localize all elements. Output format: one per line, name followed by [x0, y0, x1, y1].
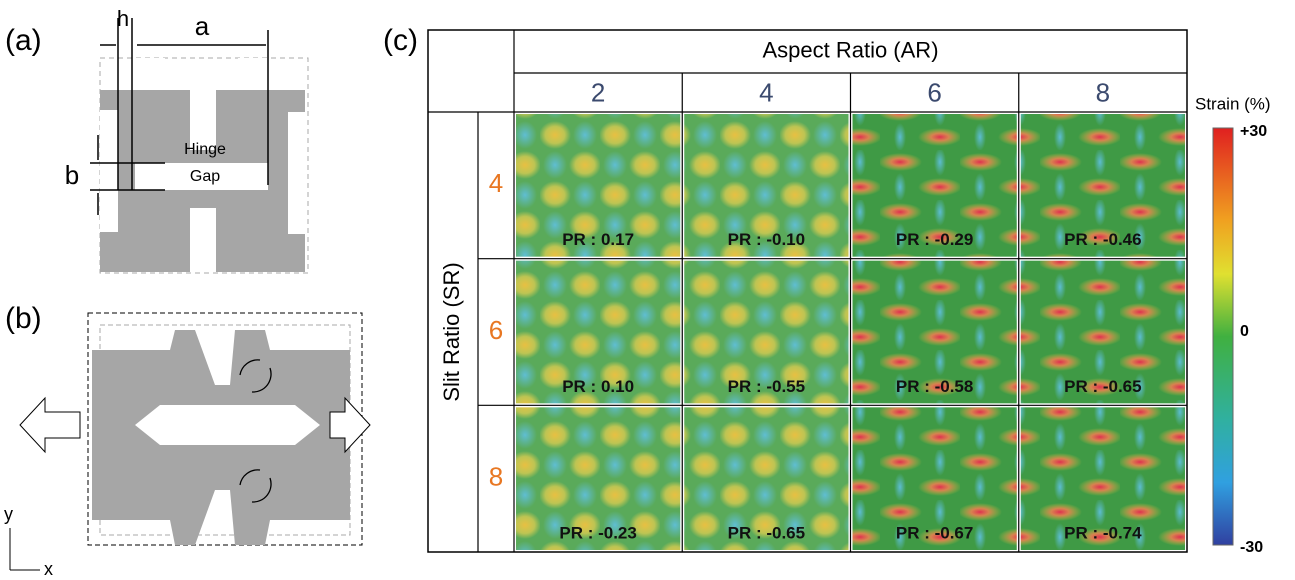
strain-map — [516, 114, 681, 257]
pr-value: PR : -0.23 — [559, 523, 636, 542]
pr-value: PR : -0.29 — [896, 230, 973, 249]
row-label: 8 — [489, 462, 503, 492]
pr-value: PR : 0.10 — [562, 377, 634, 396]
slits — [100, 58, 305, 272]
colorbar-tick: 0 — [1240, 323, 1249, 340]
strain-map — [684, 407, 849, 550]
deformed-box — [87, 312, 363, 546]
pr-value: PR : 0.17 — [562, 230, 634, 249]
pr-value: PR : -0.65 — [1064, 377, 1141, 396]
strain-map — [852, 260, 1017, 404]
strain-map — [852, 407, 1017, 550]
row-label: 4 — [489, 168, 503, 198]
column-label: 8 — [1096, 77, 1110, 107]
pr-value: PR : -0.55 — [728, 377, 805, 396]
column-header: Aspect Ratio (AR) — [762, 37, 938, 62]
gap-label: Gap — [190, 168, 220, 185]
column-label: 4 — [759, 77, 773, 107]
row-label: 6 — [489, 315, 503, 345]
column-label: 2 — [591, 77, 605, 107]
strain-map — [852, 114, 1017, 257]
pr-value: PR : -0.67 — [896, 523, 973, 542]
colorbar-tick: +30 — [1240, 123, 1267, 140]
colorbar — [1212, 127, 1234, 546]
strain-map — [516, 407, 681, 550]
dim-label: b — [65, 160, 79, 190]
dim-label: a — [195, 11, 210, 41]
row-header: Slit Ratio (SR) — [439, 262, 464, 401]
pr-value: PR : -0.46 — [1064, 230, 1141, 249]
strain-map — [684, 260, 849, 404]
pr-value: PR : -0.65 — [728, 523, 805, 542]
strain-map — [1020, 407, 1185, 550]
geometry — [92, 330, 350, 545]
panel-label: (b) — [5, 302, 42, 335]
arrow — [19, 396, 81, 454]
axis-label: x — [44, 559, 53, 579]
panel-label: (a) — [5, 24, 42, 57]
colorbar-title: Strain (%) — [1195, 94, 1271, 113]
dimensions — [90, 18, 269, 215]
pr-value: PR : -0.74 — [1064, 523, 1142, 542]
colorbar-tick: -30 — [1240, 539, 1263, 556]
table-border — [427, 29, 1188, 553]
strain-map — [684, 114, 849, 257]
axis-label: y — [4, 504, 13, 524]
table: Aspect Ratio (AR) Slit Ratio (SR) 2 4 6 8 4 PR … — [427, 29, 1188, 553]
pr-value: PR : -0.10 — [728, 230, 805, 249]
strain-map — [1020, 114, 1185, 257]
column-label: 6 — [927, 77, 941, 107]
strain-map — [516, 260, 681, 404]
arrow — [329, 396, 371, 454]
panel-label: (c) — [383, 24, 418, 57]
strain-map — [1020, 260, 1185, 404]
rotation-arrows — [239, 359, 272, 503]
hinge-label: Hinge — [184, 141, 226, 158]
pr-value: PR : -0.58 — [896, 377, 973, 396]
dim-label: h — [117, 6, 129, 31]
